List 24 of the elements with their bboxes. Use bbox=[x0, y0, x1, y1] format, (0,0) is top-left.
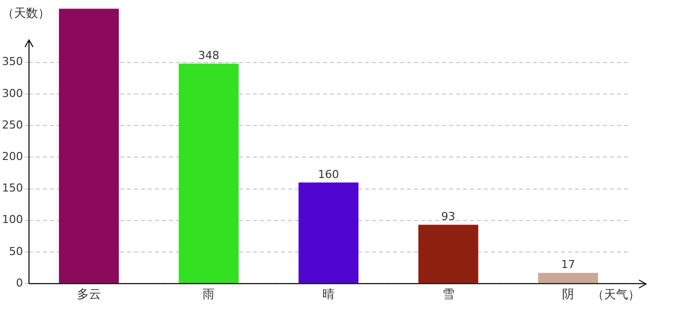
y-tick-label: 100 bbox=[2, 213, 23, 226]
data-label: 348 bbox=[198, 48, 220, 62]
bar bbox=[298, 182, 358, 284]
y-tick-label: 250 bbox=[2, 118, 23, 132]
x-tick-label: 多云 bbox=[76, 286, 101, 301]
y-axis-title: （天数） bbox=[2, 6, 50, 20]
x-tick-label: 阴 bbox=[562, 286, 574, 301]
y-tick-label: 50 bbox=[8, 244, 23, 258]
x-tick-label: 雨 bbox=[202, 286, 215, 301]
y-tick-label: 300 bbox=[2, 86, 23, 100]
x-tick-label: 晴 bbox=[322, 286, 334, 301]
bar bbox=[178, 64, 239, 284]
y-tick-label: 350 bbox=[2, 55, 23, 68]
y-tick-label: 0 bbox=[16, 276, 23, 290]
y-tick-label: 200 bbox=[2, 150, 23, 164]
x-axis-title: （天气） bbox=[592, 288, 640, 302]
bar bbox=[418, 224, 478, 284]
y-tick-label: 150 bbox=[2, 182, 23, 195]
bar bbox=[538, 272, 598, 284]
bar bbox=[58, 8, 119, 284]
data-label: 93 bbox=[441, 210, 456, 224]
data-label: 160 bbox=[318, 168, 339, 181]
data-label: 17 bbox=[561, 258, 576, 272]
x-tick-label: 雪 bbox=[442, 286, 454, 301]
